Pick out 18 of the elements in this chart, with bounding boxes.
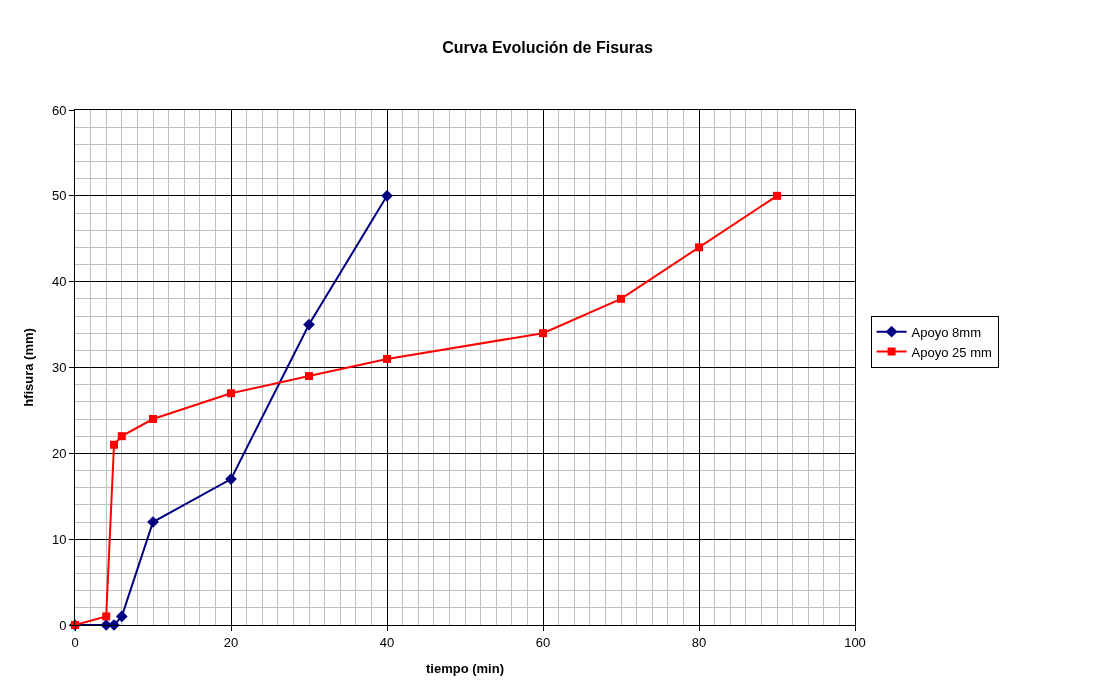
x-tick-label: 40 [379, 634, 395, 650]
y-tick-label: 50 [51, 188, 67, 204]
x-tick-label: 80 [691, 634, 707, 650]
x-tick-label: 60 [535, 634, 551, 650]
y-tick-label: 60 [51, 102, 67, 118]
legend-label: Apoyo 8mm [911, 324, 981, 340]
y-tick-label: 30 [51, 360, 67, 376]
y-tick-label: 40 [51, 274, 67, 290]
y-axis-title: hfisura (mm) [20, 328, 36, 407]
x-axis-title: tiempo (min) [426, 661, 504, 677]
y-tick-label: 0 [59, 617, 67, 633]
x-tick-label: 0 [71, 634, 79, 650]
legend-label: Apoyo 25 mm [911, 344, 992, 360]
y-tick-label: 10 [51, 531, 67, 547]
chart-title: Curva Evolución de Fisuras [442, 39, 653, 57]
y-tick-label: 20 [51, 445, 67, 461]
x-tick-label: 100 [844, 634, 866, 650]
x-tick-label: 20 [223, 634, 239, 650]
